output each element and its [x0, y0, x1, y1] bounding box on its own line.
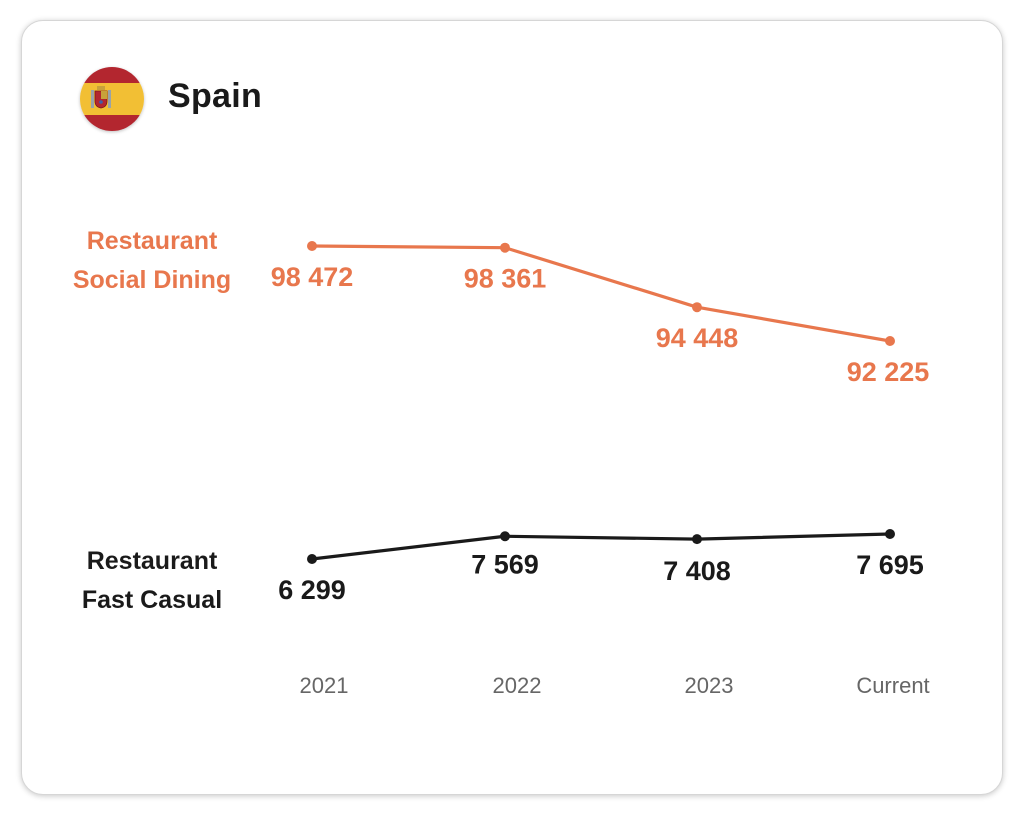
fast-casual-series-label: Restaurant [87, 547, 218, 575]
x-axis-labels: 2021 2022 2023 Current [300, 673, 930, 698]
social-dining-series-label: Social Dining [73, 266, 231, 294]
social-dining-point [692, 302, 702, 313]
coat-of-arms-icon [91, 86, 111, 109]
social-dining-value-label: 98 361 [464, 264, 547, 294]
x-tick-label: Current [856, 673, 929, 698]
series-lines [310, 244, 892, 561]
x-tick-label: 2022 [493, 673, 542, 698]
x-tick-label: 2023 [685, 673, 734, 698]
fast-casual-line [310, 532, 892, 561]
social-dining-point [500, 242, 510, 253]
fast-casual-value-label: 6 299 [278, 575, 346, 605]
social-dining-value-label: 92 225 [847, 357, 930, 387]
social-dining-series-label: Restaurant [87, 227, 218, 255]
country-title: Spain [168, 77, 263, 115]
social-dining-line [310, 244, 892, 343]
fast-casual-point [885, 529, 895, 539]
social-dining-value-label: 98 472 [271, 262, 354, 292]
social-dining-point [307, 241, 317, 251]
social-dining-value-label: 94 448 [656, 323, 739, 353]
chart-card: Spain [21, 20, 1003, 795]
fast-casual-point [692, 534, 702, 545]
fast-casual-value-label: 7 569 [471, 549, 539, 579]
spain-flag-icon [80, 67, 144, 131]
fast-casual-point [500, 531, 510, 542]
fast-casual-value-label: 7 408 [663, 556, 731, 586]
fast-casual-series-label: Fast Casual [82, 586, 222, 614]
series-labels: Restaurant Social Dining Restaurant Fast Ca… [73, 227, 231, 614]
fast-casual-point [307, 554, 317, 564]
fast-casual-value-label: 7 695 [856, 550, 924, 580]
x-tick-label: 2021 [300, 673, 349, 698]
series-points [307, 241, 895, 564]
value-labels: 98 472 98 361 94 448 92 225 6 299 7 569 7 408 7… [271, 262, 930, 605]
social-dining-point [885, 336, 895, 346]
